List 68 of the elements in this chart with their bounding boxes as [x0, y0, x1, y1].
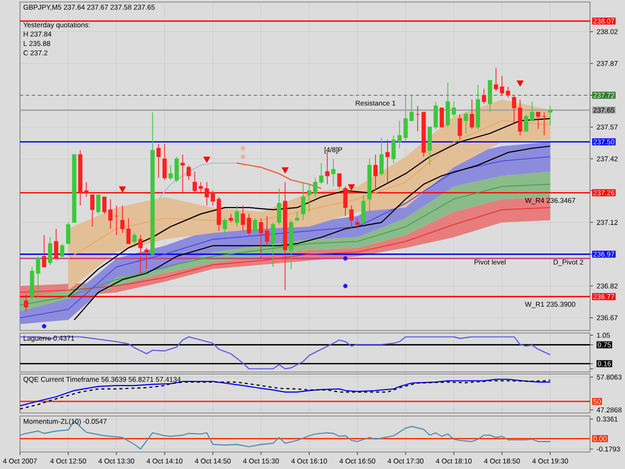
line-series [158, 162, 238, 200]
candlestick [343, 186, 348, 216]
point [118, 186, 126, 192]
candlestick [138, 234, 143, 274]
candlestick [518, 99, 522, 136]
candlestick [385, 139, 390, 183]
candlestick [246, 214, 252, 236]
candlestick [301, 182, 306, 221]
candlestick [464, 112, 468, 134]
candlestick [120, 205, 125, 234]
point [348, 184, 355, 190]
point [282, 167, 289, 174]
candlestick [361, 194, 366, 225]
candlestick [66, 222, 70, 244]
candlestick [132, 232, 137, 244]
candlestick [108, 198, 112, 230]
candlestick [349, 205, 354, 230]
candlestick [42, 234, 46, 268]
candlestick [240, 205, 246, 232]
candlestick [548, 105, 552, 126]
candlestick [258, 218, 264, 259]
candlestick [186, 164, 191, 180]
candlestick [373, 154, 378, 192]
candlestick [264, 216, 270, 246]
candlestick [331, 158, 336, 187]
candlestick [440, 108, 444, 128]
point [42, 324, 46, 328]
line-series [20, 336, 551, 370]
point [203, 156, 210, 163]
candlestick [90, 194, 94, 228]
candlestick [144, 247, 149, 270]
candlestick [397, 120, 402, 149]
candlestick [60, 243, 64, 259]
candlestick [36, 256, 40, 297]
candlestick [126, 218, 131, 244]
candlestick [276, 188, 282, 225]
point [516, 80, 524, 87]
candlestick [96, 194, 100, 214]
candlestick [488, 80, 492, 113]
candlestick [470, 99, 474, 130]
candlestick [48, 236, 52, 266]
point [343, 256, 348, 261]
candlestick [234, 205, 240, 228]
candlestick [391, 135, 396, 164]
candlestick [102, 196, 106, 214]
line-series [236, 162, 322, 190]
candlestick [24, 294, 28, 312]
candlestick [156, 144, 161, 178]
candlestick [180, 154, 185, 194]
candlestick [536, 112, 540, 130]
candlestick [252, 218, 258, 234]
candlestick [355, 218, 360, 230]
candlestick [222, 218, 227, 236]
line-series [20, 207, 551, 293]
candlestick [494, 67, 498, 92]
candlestick [506, 86, 510, 98]
candlestick [512, 94, 516, 124]
candlestick [270, 222, 276, 268]
candlestick [379, 137, 384, 176]
point [240, 146, 246, 150]
point [240, 154, 246, 159]
candlestick [458, 114, 462, 140]
candlestick [337, 173, 342, 189]
candlestick [500, 76, 504, 96]
candlestick [54, 228, 58, 259]
candlestick [482, 88, 486, 104]
point [343, 284, 348, 288]
candlestick [162, 144, 167, 180]
